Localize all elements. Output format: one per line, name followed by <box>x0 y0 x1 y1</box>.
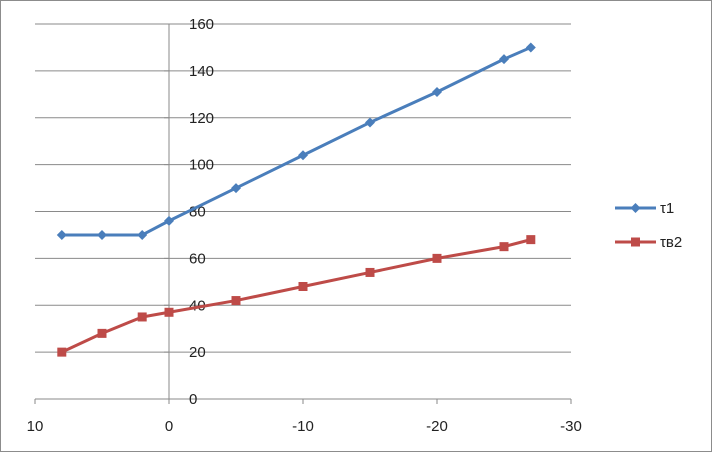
legend-item-1: τ1 <box>615 200 674 217</box>
data-point <box>499 242 509 252</box>
series-line <box>61 46 532 237</box>
legend-item-2: τв2 <box>615 234 682 251</box>
data-point <box>526 235 536 245</box>
legend-label: τв2 <box>660 234 682 251</box>
data-point <box>432 86 442 97</box>
x-tick-label: -30 <box>560 418 582 435</box>
x-tick-label: 10 <box>27 418 44 435</box>
legend: τ1 τв2 <box>615 200 682 251</box>
series-line <box>61 238 532 354</box>
data-point <box>525 42 536 53</box>
x-tick-labels: 10 0 -10 -20 -30 <box>27 418 582 435</box>
data-point <box>499 54 509 65</box>
y-tick-label: 60 <box>189 250 206 267</box>
data-point <box>97 229 107 240</box>
data-point <box>57 347 67 357</box>
data-point <box>137 312 147 322</box>
y-tick-label: 160 <box>189 16 214 33</box>
y-tick-label: 100 <box>189 157 214 174</box>
legend-label: τ1 <box>660 200 674 217</box>
x-tick-label: -10 <box>292 418 314 435</box>
data-point <box>137 229 148 240</box>
data-point <box>231 296 241 306</box>
legend-swatch-marker <box>631 237 640 247</box>
gridlines <box>35 23 571 353</box>
y-tick-label: 40 <box>189 297 206 314</box>
data-point <box>298 282 308 291</box>
data-point <box>365 267 375 277</box>
data-point <box>432 253 442 263</box>
y-tick-label: 140 <box>189 63 214 80</box>
y-tick-label: 0 <box>189 391 197 408</box>
series-1 <box>56 42 536 240</box>
data-point <box>164 215 174 226</box>
axes <box>34 23 572 404</box>
series-2 <box>57 235 536 357</box>
data-point <box>164 307 174 317</box>
legend-swatch-marker <box>630 203 641 213</box>
series <box>56 42 536 357</box>
y-tick-label: 120 <box>189 110 214 127</box>
data-point <box>97 328 107 338</box>
x-tick-label: 0 <box>165 418 173 435</box>
data-point <box>56 229 67 240</box>
data-point <box>365 117 375 128</box>
data-point <box>231 183 241 194</box>
x-tick-label: -20 <box>426 418 448 435</box>
y-tick-label: 20 <box>189 344 206 361</box>
data-point <box>298 150 308 161</box>
